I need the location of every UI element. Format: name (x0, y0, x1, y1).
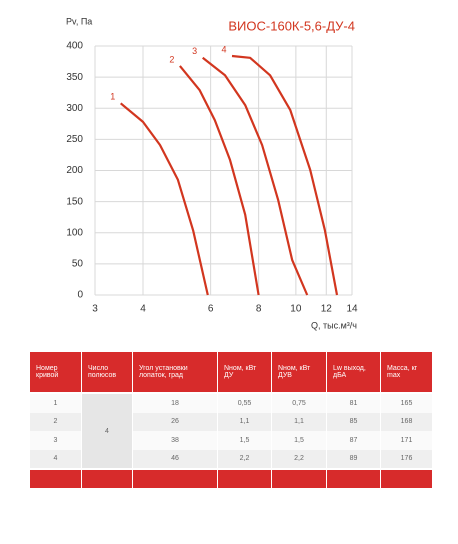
x-tick-label: 6 (208, 304, 214, 315)
table-cell: 176 (381, 449, 433, 468)
footer-cell (381, 470, 433, 488)
y-tick-label: 350 (66, 72, 83, 83)
table-cell: 4 (30, 449, 82, 468)
curve (231, 54, 339, 296)
table-cell: 89 (327, 449, 381, 468)
table-cell: 171 (381, 431, 433, 450)
header-cell: Lw выход, дБА (327, 352, 381, 392)
table-cell: 46 (133, 449, 218, 468)
table-cell: 165 (381, 394, 433, 413)
x-tick-label: 3 (92, 304, 98, 315)
y-tick-label: 100 (66, 227, 83, 238)
table-cell: 1,5 (272, 431, 327, 450)
footer-cell (272, 470, 327, 488)
table-cell: 168 (381, 412, 433, 431)
y-tick-label: 0 (77, 290, 83, 301)
x-tick-label: 12 (321, 304, 333, 315)
table-cell: 85 (327, 412, 381, 431)
footer-cell (218, 470, 272, 488)
curve (119, 102, 209, 296)
table-cell: 3 (30, 431, 82, 450)
table-cell: 38 (133, 431, 218, 450)
y-tick-label: 200 (66, 165, 83, 176)
table-cell: 81 (327, 394, 381, 413)
table-cell: 18 (133, 394, 218, 413)
curve-label: 3 (192, 46, 197, 56)
table-cell: 1,1 (218, 412, 272, 431)
chart: ВИОС-160К-5,6-ДУ-4 Pv, Па Q, тыс.м³/ч 0 5… (66, 16, 358, 330)
table-cell: 0,75 (272, 394, 327, 413)
table-cell: 1 (30, 394, 82, 413)
chart-title: ВИОС-160К-5,6-ДУ-4 (228, 18, 355, 33)
y-tick-label: 300 (66, 103, 83, 114)
header-cell: Угол установки лопаток, град (133, 352, 218, 392)
y-axis-label: Pv, Па (66, 16, 92, 26)
y-tick-label: 400 (66, 41, 83, 52)
table-cell: 1,1 (272, 412, 327, 431)
curve (179, 65, 260, 296)
header-cell: Nном, кВт ДУВ (272, 352, 327, 392)
header-cell: Номер кривой (30, 352, 82, 392)
curve (202, 56, 309, 296)
y-tick-label: 250 (66, 134, 83, 145)
header-cell: Масса, кг max (381, 352, 433, 392)
header-cell: Nном, кВт ДУ (218, 352, 272, 392)
table-cell: 87 (327, 431, 381, 450)
curve-label: 4 (222, 44, 227, 54)
table-cell: 2 (30, 412, 82, 431)
table-cell: 26 (133, 412, 218, 431)
header-cell: Число полюсов (82, 352, 133, 392)
curve-label: 1 (110, 92, 115, 102)
x-tick-label: 4 (140, 304, 146, 315)
poles-cell: 4 (82, 394, 133, 468)
x-tick-label: 10 (290, 304, 302, 315)
footer-cell (327, 470, 381, 488)
x-tick-label: 8 (256, 304, 262, 315)
table-cell: 1,5 (218, 431, 272, 450)
table-cell: 2,2 (218, 449, 272, 468)
y-tick-label: 50 (72, 259, 84, 270)
x-tick-label: 14 (346, 304, 358, 315)
table-cell: 2,2 (272, 449, 327, 468)
curve-label: 2 (169, 54, 174, 64)
table-cell: 0,55 (218, 394, 272, 413)
footer-cell (30, 470, 82, 488)
y-tick-label: 150 (66, 196, 83, 207)
footer-cell (133, 470, 218, 488)
x-axis-label: Q, тыс.м³/ч (311, 320, 357, 330)
footer-cell (82, 470, 133, 488)
